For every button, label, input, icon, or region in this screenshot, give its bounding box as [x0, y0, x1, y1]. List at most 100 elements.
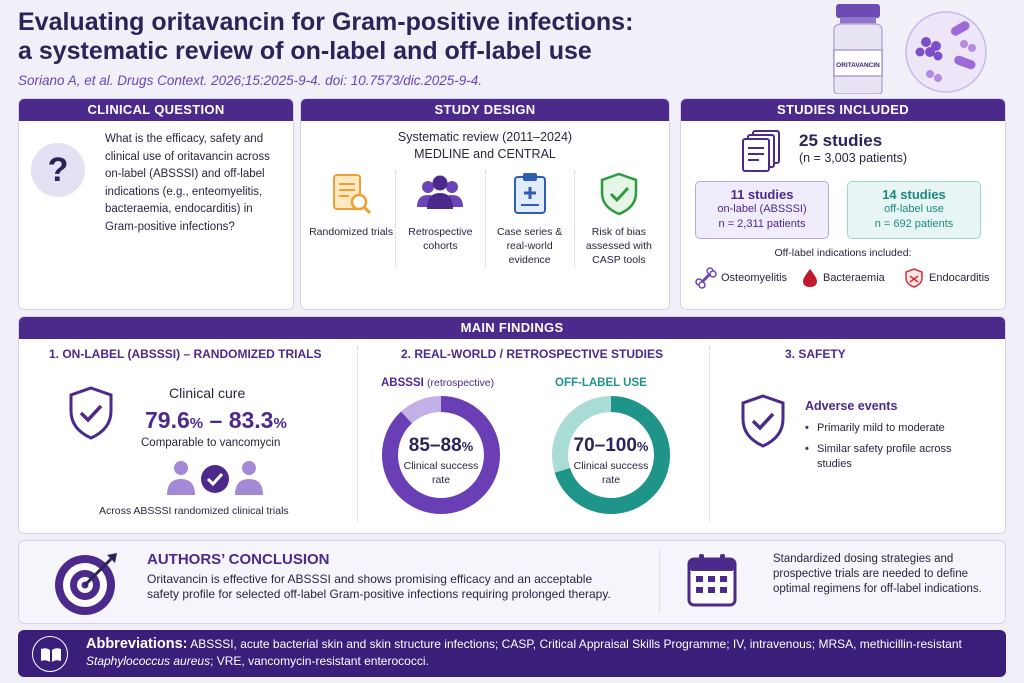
calendar-icon [687, 554, 737, 607]
open-book-icon [32, 636, 68, 672]
design-item-label: Case series & real-world evidence [496, 226, 563, 266]
finding-2-title: 2. REAL-WORLD / RETROSPECTIVE STUDIES [401, 347, 664, 361]
title-line-2: a systematic review of on-label and off-… [18, 37, 592, 65]
patients-check-icon [167, 461, 263, 495]
clinical-question-heading: CLINICAL QUESTION [19, 99, 293, 121]
abbreviations-part1: ABSSSI, acute bacterial skin and skin st… [187, 637, 962, 651]
safety-point: Primarily mild to moderate [805, 421, 985, 436]
off-label-label: off-label use [884, 203, 944, 215]
donut-1-fill [382, 396, 500, 514]
comparison-text: Comparable to vancomycin [141, 437, 281, 449]
conclusion-panel: AUTHORS’ CONCLUSION Oritavancin is effec… [18, 540, 1006, 624]
group-icon [417, 175, 464, 209]
shield-check-icon [600, 172, 638, 216]
donut-1-sub: Clinical success rate [403, 460, 479, 486]
donut-2-center: 70–100% Clinical success rate [551, 435, 671, 487]
on-label-label: on-label (ABSSSI) [717, 203, 807, 215]
finding-3-title: 3. SAFETY [785, 347, 846, 361]
conclusion-recommendation: Standardized dosing strategies and prosp… [773, 553, 982, 595]
donut-2-sub: Clinical success rate [573, 460, 649, 486]
design-item-label: Randomized trials [309, 226, 394, 238]
question-mark-icon: ? [31, 143, 85, 197]
shield-check-icon [741, 394, 785, 448]
abbreviations-label: Abbreviations: [86, 636, 188, 652]
study-design-panel: STUDY DESIGN Systematic review (2011–202… [300, 98, 670, 310]
donut-1-value: 85–88 [408, 435, 462, 456]
vial-label: ORITAVANCIN [836, 62, 880, 69]
off-label-box: 14 studies off-label use n = 692 patient… [847, 181, 981, 239]
blood-drop-icon [803, 269, 817, 287]
page-title: Evaluating oritavancin for Gram-positive… [18, 8, 818, 66]
on-label-count: 11 studies [730, 187, 794, 202]
clinical-cure-range: 79.6% – 83.3% [145, 407, 287, 434]
off-label-count: 14 studies [882, 187, 946, 202]
study-design-line2: MEDLINE and CENTRAL [414, 147, 556, 161]
off-label-patients: n = 692 patients [874, 218, 954, 230]
conclusion-title: AUTHORS’ CONCLUSION [147, 551, 330, 568]
oritavancin-vial-illustration: ORITAVANCIN [833, 4, 987, 94]
adverse-events-title: Adverse events [805, 399, 898, 413]
design-item-risk-of-bias: Risk of bias assessed with CASP tools [575, 171, 663, 267]
total-patients: (n = 3,003 patients) [799, 151, 908, 165]
title-line-1: Evaluating oritavancin for Gram-positive… [18, 8, 634, 36]
document-search-icon [333, 174, 372, 215]
off-label-success-donut [552, 396, 670, 514]
design-item-case-series: Case series & real-world evidence [486, 171, 575, 267]
studies-included-panel: STUDIES INCLUDED 25 studies (n = 3,003 p… [680, 98, 1006, 310]
indication-endocarditis: Endocarditis [903, 267, 990, 289]
indication-bacteraemia: Bacteraemia [801, 267, 885, 289]
donut-1-label: ABSSSI (retrospective) [381, 377, 494, 389]
donut-2-fill [552, 396, 670, 514]
clinical-question-panel: CLINICAL QUESTION ? What is the efficacy… [18, 98, 294, 310]
design-item-label: Retrospective cohorts [408, 226, 473, 252]
donut-2-value: 70–100 [573, 435, 637, 456]
abbreviations-part2: ; VRE, vancomycin-resistant enterococci. [210, 654, 429, 668]
target-icon [55, 553, 117, 615]
off-label-indications-title: Off-label indications included: [774, 247, 912, 259]
cure-dash: – [203, 407, 229, 433]
on-label-box: 11 studies on-label (ABSSSI) n = 2,311 p… [695, 181, 829, 239]
abbreviations-bar: Abbreviations: ABSSSI, acute bacterial s… [18, 630, 1006, 677]
shield-check-icon [69, 386, 113, 440]
donut-2-unit: % [636, 439, 649, 454]
total-studies: 25 studies [799, 131, 883, 150]
on-label-patients: n = 2,311 patients [718, 218, 806, 230]
indication-label: Bacteraemia [823, 272, 885, 284]
documents-stack-icon [742, 130, 780, 172]
citation: Soriano A, et al. Drugs Context. 2026;15… [18, 73, 483, 88]
design-item-randomized: Randomized trials [307, 171, 397, 267]
safety-point: Similar safety profile across studies [805, 442, 985, 472]
donut-1-center: 85–88% Clinical success rate [381, 435, 501, 487]
clinical-question-text: What is the efficacy, safety and clinica… [105, 133, 270, 233]
cure-high: 83.3 [228, 407, 274, 433]
main-findings-heading: MAIN FINDINGS [19, 317, 1005, 339]
cure-low: 79.6 [145, 407, 190, 433]
conclusion-text: Oritavancin is effective for ABSSSI and … [147, 572, 611, 601]
design-item-label: Risk of bias assessed with CASP tools [585, 226, 652, 266]
clipboard-icon [513, 173, 546, 214]
safety-points: Primarily mild to moderate Similar safet… [805, 421, 985, 478]
indication-label: Osteomyelitis [721, 272, 788, 284]
heart-shield-icon [905, 268, 923, 288]
column-divider [709, 347, 710, 521]
indication-osteomyelitis: Osteomyelitis [695, 267, 787, 289]
finding-1-title: 1. ON-LABEL (ABSSSI) – RANDOMIZED TRIALS [49, 347, 322, 361]
abbreviations-italic: Staphylococcus aureus [86, 654, 211, 668]
cure-unit-high: % [273, 415, 287, 432]
conclusion-divider [659, 551, 660, 613]
donut-1-label-main: ABSSSI [381, 377, 424, 389]
indication-label: Endocarditis [929, 272, 990, 284]
bacteria-icon [915, 21, 976, 82]
main-findings-panel: MAIN FINDINGS 1. ON-LABEL (ABSSSI) – RAN… [18, 316, 1006, 534]
abbreviations-text: Abbreviations: ABSSSI, acute bacterial s… [86, 636, 986, 670]
finding-1-footnote: Across ABSSSI randomized clinical trials [99, 505, 289, 517]
cure-unit-low: % [189, 415, 204, 432]
donut-1-label-note: (retrospective) [427, 377, 495, 389]
bone-icon [695, 267, 717, 289]
donut-2-label: OFF-LABEL USE [555, 377, 647, 389]
study-design-heading: STUDY DESIGN [301, 99, 669, 121]
clinical-cure-label: Clinical cure [169, 385, 246, 401]
studies-included-heading: STUDIES INCLUDED [681, 99, 1005, 121]
abssi-success-donut [382, 396, 500, 514]
design-item-retrospective: Retrospective cohorts [396, 171, 486, 267]
